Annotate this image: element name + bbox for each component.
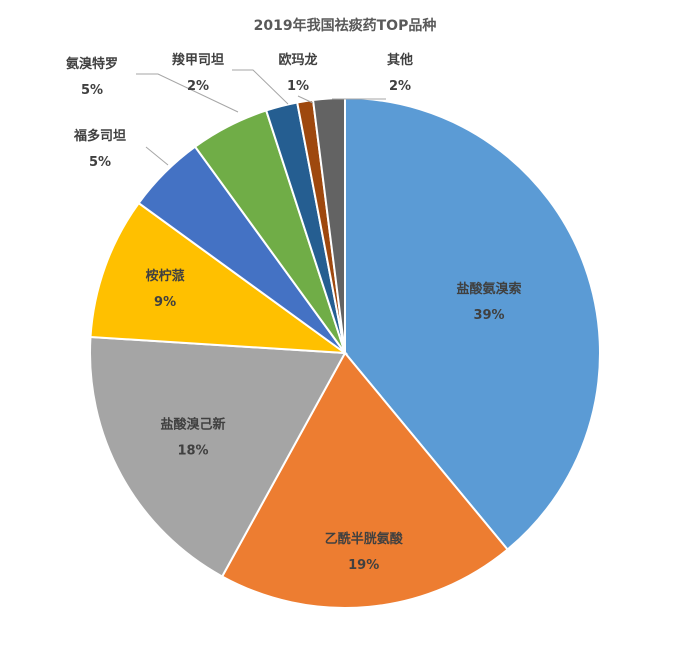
slice-percent-label: 1% <box>287 79 309 94</box>
slice-labels: 盐酸氨溴索 39% 乙酰半胱氨酸 19% 盐酸溴己新 18% 桉柠蒎 9% 福多司坦 5% 氨溴特罗… <box>65 52 522 573</box>
leader-line <box>232 69 289 105</box>
slice-percent-label: 19% <box>348 558 379 573</box>
slice-percent-label: 5% <box>89 155 111 170</box>
slice-name-label: 其他 <box>387 52 413 68</box>
pie-slice <box>311 96 346 354</box>
slice-percent-label: 18% <box>177 444 208 459</box>
pie-slice <box>220 351 509 609</box>
slice-name-label: 羧甲司坦 <box>172 52 224 68</box>
slice-percent-label: 2% <box>187 79 209 94</box>
slice-percent-label: 9% <box>154 295 176 310</box>
pie-slice <box>89 201 349 355</box>
slice-percent-label: 5% <box>81 83 103 98</box>
leader-line <box>145 146 169 166</box>
chart-title: 2019年我国祛痰药TOP品种 <box>254 17 437 34</box>
slice-name-label: 盐酸氨溴索 <box>456 281 521 297</box>
slice-percent-label: 39% <box>473 308 504 323</box>
leader-lines <box>136 69 386 166</box>
pie-slices <box>89 96 601 609</box>
slice-name-label: 乙酰半胱氨酸 <box>325 531 404 547</box>
slice-name-label: 欧玛龙 <box>278 52 317 68</box>
slice-name-label: 福多司坦 <box>73 128 126 144</box>
slice-percent-label: 2% <box>389 79 411 94</box>
pie-slice <box>344 96 601 551</box>
slice-name-label: 桉柠蒎 <box>146 268 185 284</box>
leader-line <box>297 95 314 104</box>
pie-slice <box>89 335 347 578</box>
slice-name-label: 盐酸溴己新 <box>160 417 225 433</box>
leader-line <box>136 73 239 113</box>
slice-name-label: 氨溴特罗 <box>65 56 118 72</box>
